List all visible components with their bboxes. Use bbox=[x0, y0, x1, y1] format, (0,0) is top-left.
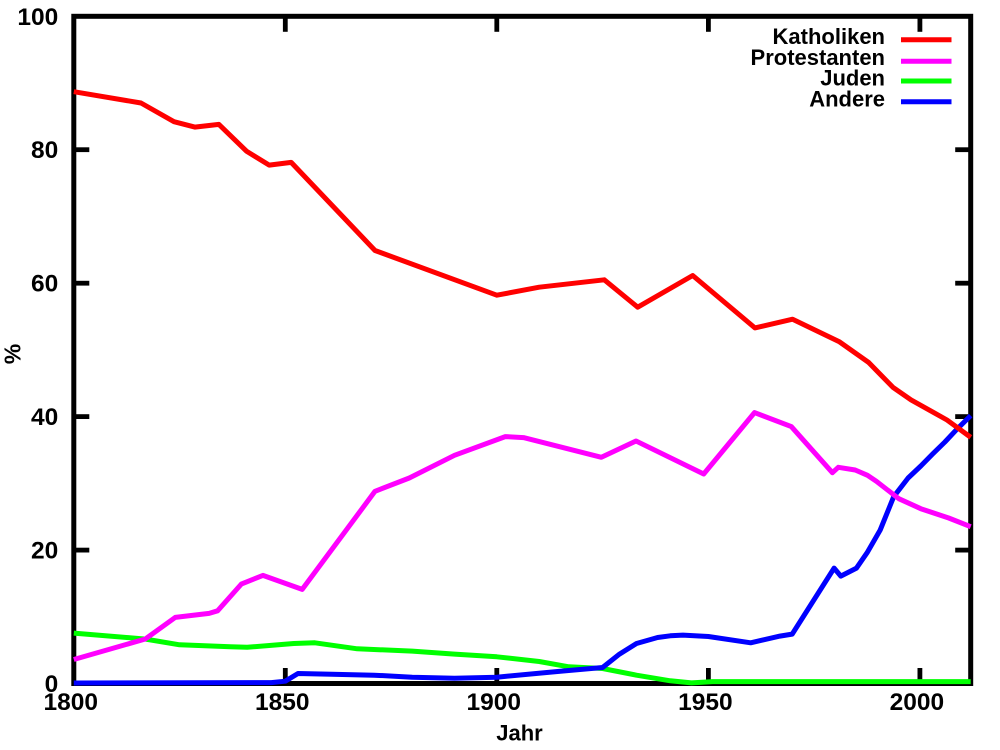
svg-text:Juden: Juden bbox=[820, 66, 885, 91]
svg-text:2000: 2000 bbox=[890, 689, 945, 716]
svg-text:40: 40 bbox=[31, 404, 58, 431]
svg-text:100: 100 bbox=[17, 4, 58, 31]
svg-text:1950: 1950 bbox=[678, 689, 733, 716]
svg-text:60: 60 bbox=[31, 271, 58, 298]
svg-text:1800: 1800 bbox=[44, 689, 99, 716]
svg-text:Protestanten: Protestanten bbox=[751, 45, 885, 70]
svg-text:1900: 1900 bbox=[467, 689, 522, 716]
svg-text:0: 0 bbox=[45, 671, 59, 698]
svg-text:Andere: Andere bbox=[809, 86, 885, 111]
svg-text:%: % bbox=[0, 344, 26, 364]
svg-text:80: 80 bbox=[31, 137, 58, 164]
svg-text:1850: 1850 bbox=[255, 689, 310, 716]
svg-text:Katholiken: Katholiken bbox=[773, 24, 885, 49]
svg-text:20: 20 bbox=[31, 538, 58, 565]
svg-text:Jahr: Jahr bbox=[496, 721, 543, 746]
